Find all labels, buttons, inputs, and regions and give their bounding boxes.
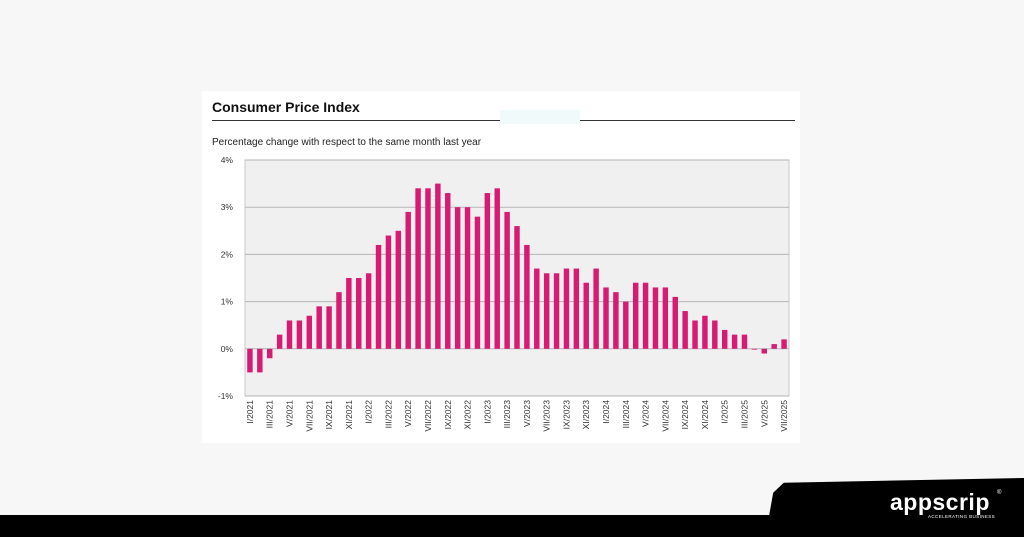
y-tick-label: 0%: [221, 344, 234, 354]
bar: [385, 235, 392, 349]
x-tick-label: IX/2024: [680, 400, 690, 430]
bar: [563, 268, 570, 349]
chart-title: Consumer Price Index: [212, 99, 360, 115]
bar: [662, 287, 669, 349]
bar: [267, 348, 273, 359]
x-tick-label: XI/2021: [344, 400, 354, 430]
x-tick-label: VII/2022: [423, 400, 433, 432]
y-tick-label: 3%: [221, 202, 234, 212]
bar: [247, 348, 253, 373]
x-tick-label: I/2024: [601, 400, 611, 424]
bar: [365, 273, 372, 349]
bar: [356, 278, 362, 349]
bar: [415, 188, 421, 349]
bar: [603, 287, 609, 349]
x-tick-label: III/2021: [265, 400, 275, 429]
bar: [632, 282, 639, 349]
bar: [454, 207, 461, 349]
x-tick-label: I/2021: [245, 400, 255, 424]
bar: [652, 287, 659, 349]
bar: [721, 329, 728, 349]
x-tick-label: V/2024: [641, 400, 651, 427]
x-tick-label: I/2025: [720, 400, 730, 424]
bar: [534, 268, 540, 349]
bar: [257, 348, 263, 373]
x-tick-label: IX/2021: [324, 400, 334, 430]
bar: [583, 282, 589, 349]
bar: [336, 292, 342, 349]
bar: [692, 320, 698, 349]
x-tick-label: VII/2023: [542, 400, 552, 432]
bar: [276, 334, 283, 349]
y-tick-label: 1%: [221, 297, 234, 307]
bar: [504, 211, 510, 349]
x-tick-label: III/2023: [502, 400, 512, 429]
chart-subtitle: Percentage change with respect to the sa…: [212, 137, 482, 148]
bar: [553, 273, 560, 349]
bar: [296, 320, 303, 349]
bar: [672, 296, 678, 349]
brand-tagline: ACCELERATING BUSINESS: [928, 514, 996, 519]
bar: [445, 193, 451, 349]
x-tick-label: V/2023: [522, 400, 532, 427]
x-tick-label: VII/2025: [779, 400, 789, 432]
bar: [375, 244, 382, 349]
bar: [286, 320, 293, 349]
bar: [326, 306, 332, 349]
bar: [573, 268, 580, 349]
x-tick-label: V/2025: [759, 400, 769, 427]
bar: [613, 292, 619, 349]
bar: [484, 193, 491, 349]
bar: [751, 348, 758, 350]
bar: [474, 216, 481, 349]
bar: [306, 315, 313, 349]
registered-mark: ®: [997, 490, 1002, 496]
x-tick-label: VII/2021: [304, 400, 314, 432]
bar: [593, 268, 599, 349]
brand-logo: appscrip: [890, 489, 990, 515]
bar: [761, 348, 767, 354]
chart-card: Consumer Price Index Percentage change w…: [202, 91, 800, 443]
x-tick-label: XI/2023: [581, 400, 591, 430]
bar: [316, 306, 322, 349]
x-tick-label: IX/2022: [443, 400, 453, 430]
bar: [524, 244, 530, 349]
bar: [712, 320, 718, 349]
bar: [494, 188, 500, 349]
bar: [741, 334, 748, 349]
bar: [464, 207, 471, 349]
bar: [623, 301, 629, 349]
x-tick-label: III/2022: [383, 400, 393, 429]
x-tick-label: I/2023: [482, 400, 492, 424]
bar: [642, 282, 649, 349]
x-tick-label: III/2024: [621, 400, 631, 429]
x-tick-label: III/2025: [739, 400, 749, 429]
x-tick-label: VII/2024: [660, 400, 670, 432]
bar: [435, 183, 441, 349]
bar: [543, 273, 550, 349]
bar: [425, 188, 431, 349]
footer-brand-tab: [765, 478, 1024, 537]
x-tick-label: XI/2022: [463, 400, 473, 430]
bar: [771, 344, 777, 349]
x-tick-label: V/2022: [403, 400, 413, 427]
bar: [781, 339, 787, 349]
bar: [346, 278, 352, 349]
y-tick-label: 4%: [221, 155, 234, 165]
bar: [405, 211, 411, 349]
y-tick-label: -1%: [218, 391, 234, 401]
bar: [514, 226, 520, 349]
bar: [682, 311, 688, 349]
cpi-bar-chart: 4% 3% 2% 1% 0% -1% I/2021 III/2021 V/2021 VII/202…: [218, 155, 790, 432]
bar: [731, 334, 738, 349]
x-tick-label: XI/2024: [700, 400, 710, 430]
bar: [395, 230, 402, 349]
x-tick-label: IX/2023: [561, 400, 571, 430]
x-tick-label: I/2022: [364, 400, 374, 424]
title-divider-gap: [500, 110, 580, 124]
x-tick-label: V/2021: [285, 400, 295, 427]
y-tick-label: 2%: [221, 249, 234, 259]
bar: [702, 315, 708, 349]
